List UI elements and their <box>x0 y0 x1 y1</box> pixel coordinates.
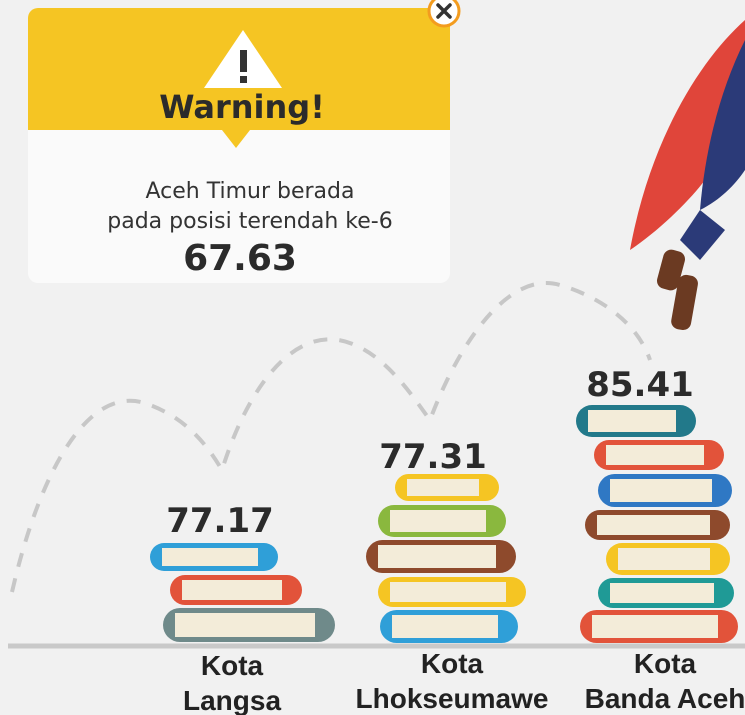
book-pages <box>390 582 506 602</box>
item-label: Kota <box>421 648 484 679</box>
book-pages <box>175 613 315 637</box>
item-value: 85.41 <box>586 365 694 405</box>
book-pages <box>378 545 496 568</box>
book-pages <box>390 510 486 532</box>
book-pages <box>392 615 498 638</box>
book-pages <box>182 580 282 600</box>
book-pages <box>610 583 714 603</box>
warning-message: Aceh Timur berada <box>146 179 355 204</box>
infographic: Warning! Aceh Timur berada pada posisi t… <box>0 0 745 715</box>
book-pages <box>610 479 712 502</box>
book-pages <box>407 479 479 496</box>
warning-value: 67.63 <box>183 238 297 279</box>
item-label: Kota <box>634 648 697 679</box>
item-label: Langsa <box>183 685 281 715</box>
warning-message: pada posisi terendah ke-6 <box>107 209 392 234</box>
book-pages <box>162 548 258 566</box>
book-pages <box>588 410 676 432</box>
book-pages <box>606 445 704 465</box>
book-pages <box>592 615 718 638</box>
page: Warning! Aceh Timur berada pada posisi t… <box>0 0 745 715</box>
warning-title: Warning! <box>159 88 325 126</box>
warning-popup: Warning! Aceh Timur berada pada posisi t… <box>28 8 450 283</box>
item-label: Lhokseumawe <box>356 683 549 714</box>
item-label: Kota <box>201 650 264 681</box>
book-pages <box>597 515 710 535</box>
item-label: Banda Aceh <box>585 683 745 714</box>
item-value: 77.17 <box>166 501 274 541</box>
book-pages <box>618 548 710 570</box>
item-value: 77.31 <box>379 437 487 477</box>
close-button[interactable] <box>429 0 459 26</box>
